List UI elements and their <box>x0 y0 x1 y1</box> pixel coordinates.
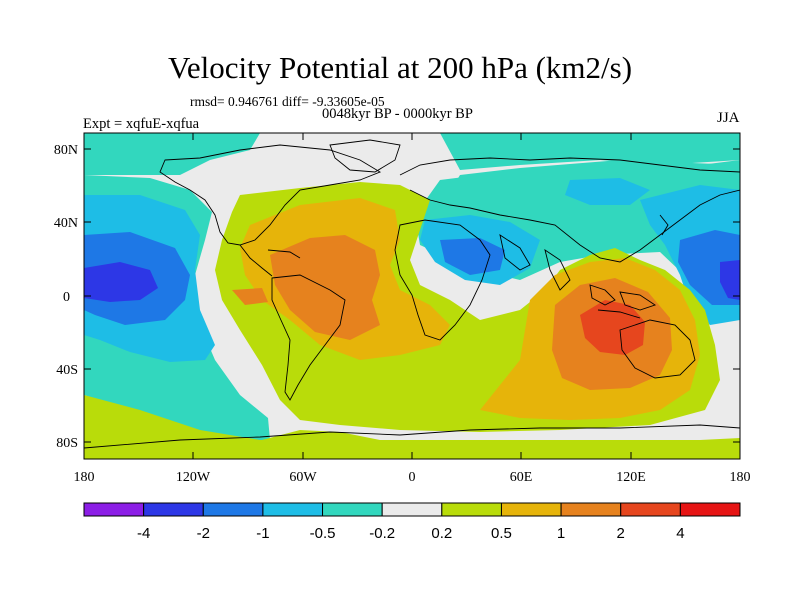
lon-label-120w: 120W <box>176 470 211 485</box>
lat-label-80s: 80S <box>56 436 78 451</box>
lat-label-40n: 40N <box>54 216 78 231</box>
colorbar-label: 1 <box>557 525 565 542</box>
colorbar-swatch <box>202 502 264 517</box>
colorbar-swatch <box>381 502 443 517</box>
colorbar-swatch <box>620 502 681 517</box>
chart-title: Velocity Potential at 200 hPa (km2/s) <box>167 50 633 85</box>
lon-label-0: 0 <box>409 470 416 485</box>
colorbar-swatch <box>262 502 324 517</box>
lon-label-180e: 180 <box>730 470 751 485</box>
stats-line: rmsd= 0.946761 diff= -9.33605e-05 <box>190 94 385 109</box>
lon-label-60e: 60E <box>510 470 533 485</box>
lon-label-60w: 60W <box>289 470 317 485</box>
colorbar-label: -2 <box>197 525 210 542</box>
colorbar-swatch <box>441 502 502 517</box>
colorbar-swatch <box>560 502 622 517</box>
colorbar-label: -0.5 <box>310 525 336 542</box>
colorbar-label: -4 <box>137 525 150 542</box>
colorbar-label: -0.2 <box>369 525 395 542</box>
lat-axis: 80N 40N 0 40S 80S <box>54 143 740 451</box>
colorbar-swatch <box>322 502 383 517</box>
coastlines <box>84 139 740 449</box>
lat-label-0: 0 <box>63 290 70 305</box>
season-label: JJA <box>717 110 740 126</box>
colorbar-label: 2 <box>617 525 625 542</box>
colorbar-swatch <box>500 502 562 517</box>
experiment-label: Expt = xqfuE-xqfua <box>83 116 200 132</box>
lon-label-120e: 120E <box>616 470 646 485</box>
colorbar-label: 4 <box>676 525 684 542</box>
colorbar-label: -1 <box>256 525 269 542</box>
colorbar: -4 -2 -1 -0.5 -0.2 0.2 0.5 1 2 4 <box>83 502 741 542</box>
lon-axis: 180 120W 60W 0 60E 120E 180 <box>74 133 751 485</box>
colorbar-swatch <box>83 502 145 517</box>
colorbar-label: 0.2 <box>431 525 452 542</box>
lon-label-180w: 180 <box>74 470 95 485</box>
lat-label-80n: 80N <box>54 143 78 158</box>
colorbar-swatch <box>679 502 741 517</box>
colorbar-label: 0.5 <box>491 525 512 542</box>
period-line: 0048kyr BP - 0000kyr BP <box>322 106 473 122</box>
lat-label-40s: 40S <box>56 363 78 378</box>
colorbar-swatch <box>143 502 204 517</box>
